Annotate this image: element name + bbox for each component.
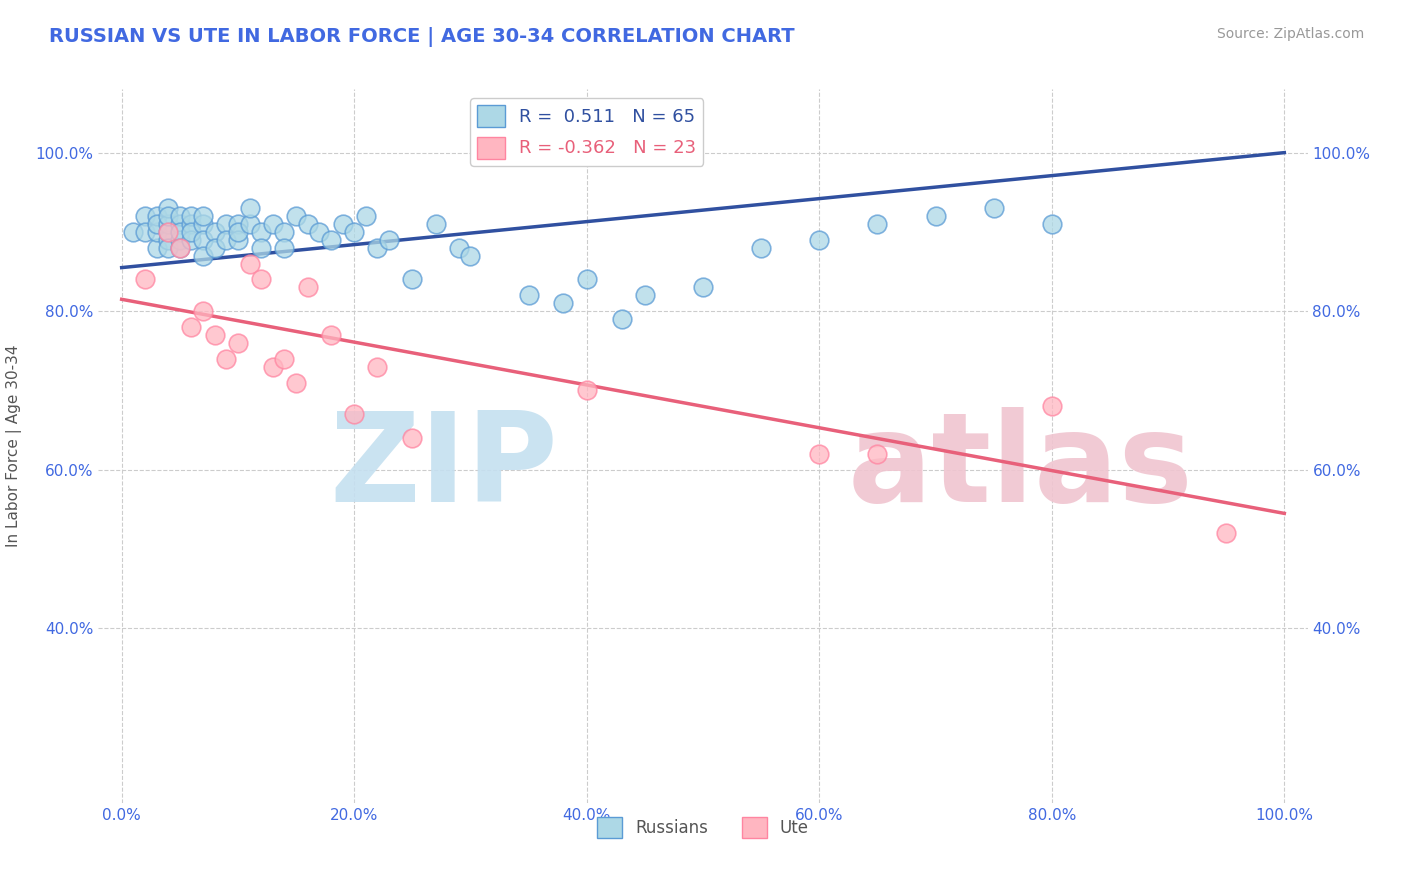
Point — [157, 225, 180, 239]
Point — [191, 209, 214, 223]
Point — [285, 209, 308, 223]
Point — [285, 376, 308, 390]
Point — [204, 241, 226, 255]
Point — [378, 233, 401, 247]
Legend: Russians, Ute: Russians, Ute — [591, 811, 815, 845]
Point — [145, 225, 167, 239]
Text: RUSSIAN VS UTE IN LABOR FORCE | AGE 30-34 CORRELATION CHART: RUSSIAN VS UTE IN LABOR FORCE | AGE 30-3… — [49, 27, 794, 46]
Point — [169, 225, 191, 239]
Point — [308, 225, 330, 239]
Point — [250, 241, 273, 255]
Point — [157, 241, 180, 255]
Point — [226, 225, 249, 239]
Point — [239, 217, 262, 231]
Point — [169, 241, 191, 255]
Point — [273, 225, 295, 239]
Point — [924, 209, 946, 223]
Point — [169, 217, 191, 231]
Point — [343, 225, 366, 239]
Point — [692, 280, 714, 294]
Point — [134, 209, 156, 223]
Text: ZIP: ZIP — [329, 407, 558, 528]
Point — [215, 233, 238, 247]
Point — [134, 272, 156, 286]
Point — [204, 225, 226, 239]
Point — [157, 209, 180, 223]
Point — [180, 320, 202, 334]
Point — [191, 304, 214, 318]
Point — [180, 225, 202, 239]
Point — [145, 217, 167, 231]
Point — [808, 233, 831, 247]
Point — [401, 431, 423, 445]
Point — [273, 351, 295, 366]
Point — [145, 209, 167, 223]
Point — [366, 241, 388, 255]
Point — [250, 225, 273, 239]
Point — [319, 328, 342, 343]
Point — [191, 249, 214, 263]
Point — [273, 241, 295, 255]
Point — [157, 217, 180, 231]
Point — [191, 233, 214, 247]
Point — [215, 351, 238, 366]
Point — [866, 447, 889, 461]
Point — [1215, 526, 1237, 541]
Point — [297, 217, 319, 231]
Point — [134, 225, 156, 239]
Point — [157, 225, 180, 239]
Point — [191, 217, 214, 231]
Y-axis label: In Labor Force | Age 30-34: In Labor Force | Age 30-34 — [6, 344, 21, 548]
Point — [517, 288, 540, 302]
Point — [1040, 217, 1063, 231]
Point — [226, 335, 249, 350]
Point — [1040, 400, 1063, 414]
Point — [808, 447, 831, 461]
Point — [319, 233, 342, 247]
Point — [332, 217, 354, 231]
Point — [262, 359, 284, 374]
Point — [180, 233, 202, 247]
Point — [366, 359, 388, 374]
Point — [169, 241, 191, 255]
Point — [425, 217, 447, 231]
Point — [575, 272, 598, 286]
Point — [122, 225, 145, 239]
Point — [226, 217, 249, 231]
Point — [866, 217, 889, 231]
Point — [460, 249, 482, 263]
Point — [354, 209, 377, 223]
Point — [239, 257, 262, 271]
Point — [215, 217, 238, 231]
Text: atlas: atlas — [848, 407, 1194, 528]
Point — [983, 201, 1005, 215]
Point — [610, 312, 633, 326]
Point — [180, 209, 202, 223]
Point — [169, 209, 191, 223]
Point — [157, 201, 180, 215]
Point — [157, 233, 180, 247]
Point — [180, 217, 202, 231]
Point — [226, 233, 249, 247]
Point — [169, 233, 191, 247]
Point — [553, 296, 575, 310]
Point — [145, 241, 167, 255]
Point — [239, 201, 262, 215]
Point — [250, 272, 273, 286]
Point — [204, 328, 226, 343]
Point — [297, 280, 319, 294]
Point — [401, 272, 423, 286]
Point — [575, 384, 598, 398]
Point — [262, 217, 284, 231]
Point — [343, 407, 366, 421]
Point — [447, 241, 470, 255]
Point — [634, 288, 657, 302]
Point — [749, 241, 772, 255]
Text: Source: ZipAtlas.com: Source: ZipAtlas.com — [1216, 27, 1364, 41]
